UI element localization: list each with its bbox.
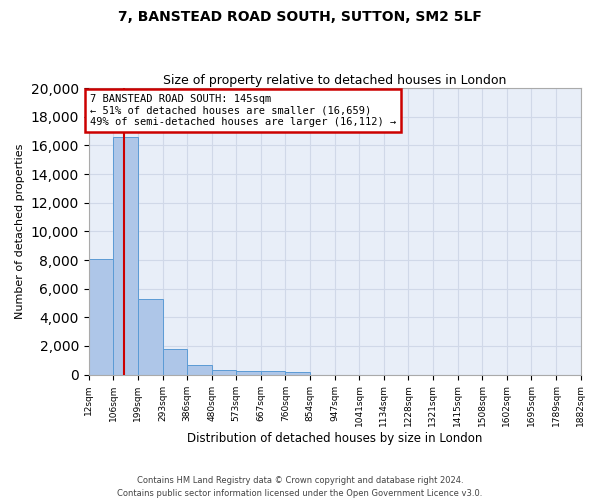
Bar: [286, 372, 310, 374]
Bar: [89, 258, 113, 374]
Text: 7 BANSTEAD ROAD SOUTH: 145sqm
← 51% of detached houses are smaller (16,659)
49% : 7 BANSTEAD ROAD SOUTH: 145sqm ← 51% of d…: [90, 94, 396, 127]
Bar: [113, 137, 138, 374]
Title: Size of property relative to detached houses in London: Size of property relative to detached ho…: [163, 74, 506, 87]
Bar: [212, 370, 236, 374]
Bar: [187, 366, 212, 374]
Bar: [236, 370, 261, 374]
Text: 7, BANSTEAD ROAD SOUTH, SUTTON, SM2 5LF: 7, BANSTEAD ROAD SOUTH, SUTTON, SM2 5LF: [118, 10, 482, 24]
Bar: [261, 372, 286, 374]
Bar: [138, 298, 163, 374]
X-axis label: Distribution of detached houses by size in London: Distribution of detached houses by size …: [187, 432, 482, 445]
Y-axis label: Number of detached properties: Number of detached properties: [15, 144, 25, 319]
Bar: [163, 349, 187, 374]
Text: Contains HM Land Registry data © Crown copyright and database right 2024.
Contai: Contains HM Land Registry data © Crown c…: [118, 476, 482, 498]
